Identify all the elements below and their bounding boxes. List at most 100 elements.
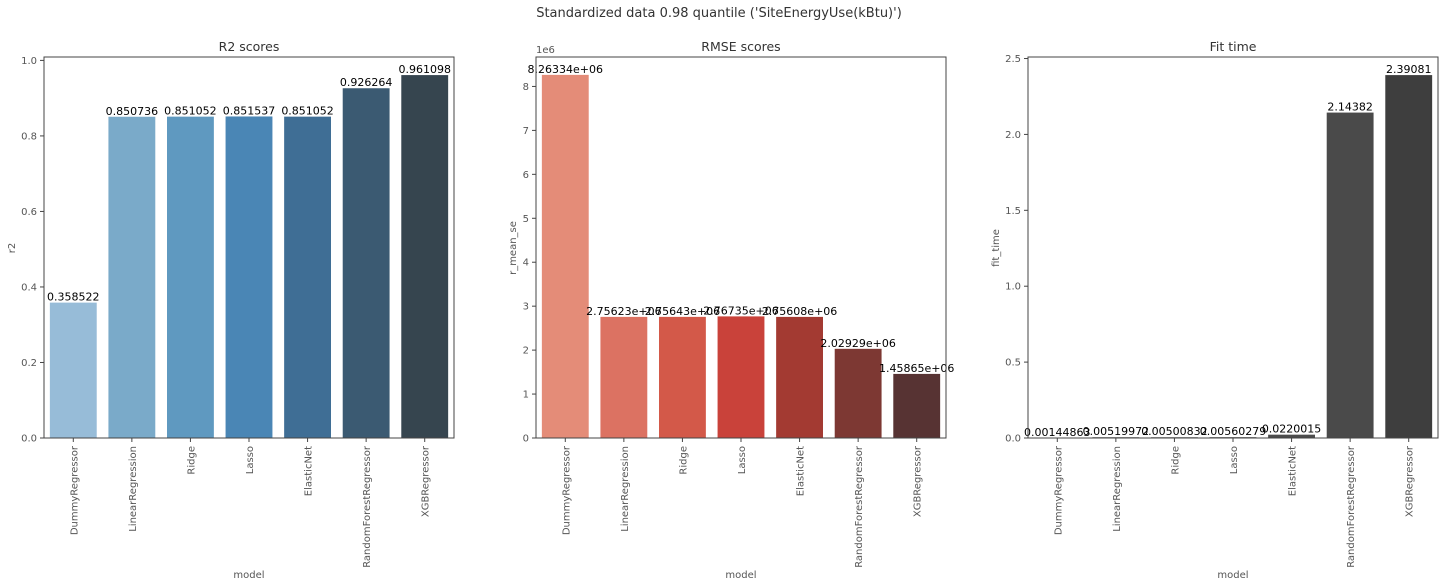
rmse-chart-y-tick-label: 1 (523, 390, 529, 401)
rmse-chart-y-tick-label: 4 (523, 258, 529, 269)
fit-time-chart-data-label: 2.39081 (1386, 63, 1432, 76)
r2-chart-bar (167, 116, 214, 438)
r2-chart: R2 scores model r2 0.358522 DummyRegresso… (7, 39, 455, 581)
r2-chart-xlabel: model (233, 570, 264, 581)
r2-chart-y-tick-label: 0.6 (21, 207, 37, 218)
rmse-chart-x-tick-label: Lasso (737, 446, 748, 474)
fit-time-chart-data-label: 2.14382 (1327, 101, 1373, 114)
r2-chart-x-tick-label: ElasticNet (304, 446, 315, 496)
r2-chart-x-tick-label: LinearRegression (128, 446, 139, 532)
rmse-chart-xlabel: model (725, 570, 756, 581)
rmse-chart-y-tick-label: 6 (523, 170, 529, 181)
r2-chart-plot: 0.358522 DummyRegressor 0.850736 LinearRegr… (21, 56, 455, 568)
r2-chart-frame (43, 56, 455, 439)
fit-time-chart-x-tick-label: LinearRegression (1112, 446, 1123, 532)
rmse-chart-x-tick-label: RandomForestRegressor (854, 445, 865, 568)
fit-time-chart-bar (1385, 75, 1433, 438)
fit-time-chart-data-label: 0.00144863 (1024, 426, 1090, 439)
fit-time-chart-y-tick-label: 1.5 (1005, 206, 1021, 217)
r2-chart-y-tick-label: 0.8 (21, 131, 37, 142)
rmse-chart-bar (893, 373, 941, 438)
fit-time-chart-y-tick-label: 0.0 (1005, 434, 1021, 445)
fit-time-chart-x-tick-label: XGBRegressor (1405, 445, 1416, 517)
rmse-chart-x-tick-label: ElasticNet (796, 446, 807, 496)
fit-time-chart-x-tick-label: ElasticNet (1288, 446, 1299, 496)
rmse-chart-y-tick-label: 8 (523, 82, 529, 93)
rmse-chart-bar (600, 316, 648, 438)
rmse-chart-data-label: 2.75608e+06 (762, 305, 837, 318)
fit-time-chart-data-label: 0.00519972 (1083, 425, 1149, 438)
fit-time-chart-frame (1027, 56, 1439, 439)
rmse-chart-title: RMSE scores (701, 39, 780, 54)
rmse-chart-bar (541, 74, 589, 439)
rmse-chart-data-label: 2.75643e+06 (645, 305, 720, 318)
fit-time-chart-data-label: 0.0220015 (1262, 423, 1322, 436)
rmse-chart-frame (535, 56, 947, 439)
fit-time-chart-y-tick-label: 2.0 (1005, 130, 1021, 141)
fit-time-chart-data-label: 0.00560279 (1200, 425, 1266, 438)
rmse-chart-ylabel: r_mean_se (508, 221, 519, 275)
r2-chart-data-label: 0.851537 (223, 104, 276, 117)
rmse-chart-bar (717, 316, 765, 438)
r2-chart-x-tick-label: Lasso (245, 446, 256, 474)
r2-chart-x-tick-label: Ridge (186, 446, 197, 475)
rmse-chart-bar (659, 316, 706, 438)
r2-chart-y-tick-label: 0.0 (21, 434, 37, 445)
r2-chart-bar (342, 88, 390, 439)
r2-chart-bar (225, 116, 273, 439)
r2-chart-data-label: 0.961098 (398, 63, 451, 76)
r2-chart-bar (401, 75, 449, 438)
r2-chart-bar (49, 302, 97, 438)
fit-time-chart-bar (1268, 434, 1315, 438)
fit-time-chart-y-tick-label: 2.5 (1005, 54, 1021, 65)
r2-chart-data-label: 0.850736 (106, 105, 159, 118)
rmse-chart-y-tick-label: 5 (523, 214, 529, 225)
rmse-chart-data-label: 2.02929e+06 (820, 337, 895, 350)
rmse-chart-data-label: 2.75623e+06 (586, 305, 661, 318)
r2-chart-y-tick-label: 0.2 (21, 358, 37, 369)
fit-time-chart-title: Fit time (1210, 39, 1257, 54)
rmse-chart-offset-label: 1e6 (536, 45, 555, 56)
rmse-chart: RMSE scores model r_mean_se 1e6 8.26334e… (508, 39, 954, 581)
rmse-chart-y-tick-label: 2 (523, 346, 529, 357)
rmse-chart-data-label: 1.45865e+06 (879, 362, 954, 375)
fit-time-chart-ylabel: fit_time (991, 229, 1002, 267)
fit-time-chart-x-tick-label: DummyRegressor (1053, 445, 1064, 535)
rmse-chart-y-tick-label: 7 (523, 126, 529, 137)
rmse-chart-x-tick-label: XGBRegressor (913, 445, 924, 517)
fit-time-chart-x-tick-label: Lasso (1229, 446, 1240, 474)
rmse-chart-x-tick-label: LinearRegression (620, 446, 631, 532)
fit-time-chart-xlabel: model (1217, 570, 1248, 581)
rmse-chart-bar (776, 316, 823, 438)
rmse-chart-x-tick-label: Ridge (678, 446, 689, 475)
rmse-chart-data-label: 8.26334e+06 (528, 63, 603, 76)
fit-time-chart-y-tick-label: 1.0 (1005, 282, 1021, 293)
r2-chart-data-label: 0.926264 (340, 76, 393, 89)
r2-chart-x-tick-label: RandomForestRegressor (362, 445, 373, 568)
r2-chart-data-label: 0.358522 (47, 291, 100, 304)
fit-time-chart-bar (1326, 112, 1374, 438)
rmse-chart-plot: 8.26334e+06 DummyRegressor 2.75623e+06 Line… (523, 56, 954, 568)
r2-chart-y-tick-label: 1.0 (21, 56, 37, 67)
fit-time-chart-data-label: 0.00500832 (1141, 425, 1207, 438)
rmse-chart-y-tick-label: 0 (523, 434, 529, 445)
r2-chart-x-tick-label: DummyRegressor (69, 445, 80, 535)
r2-chart-bar (108, 116, 156, 438)
fit-time-chart-plot: 0.00144863 DummyRegressor 0.00519972 Linear… (1005, 54, 1439, 568)
r2-chart-bar (284, 116, 331, 438)
fit-time-chart-y-tick-label: 0.5 (1005, 358, 1021, 369)
fit-time-chart-x-tick-label: RandomForestRegressor (1346, 445, 1357, 568)
r2-chart-data-label: 0.851052 (281, 105, 334, 118)
rmse-chart-data-label: 2.76735e+06 (703, 304, 778, 317)
r2-chart-data-label: 0.851052 (164, 105, 217, 118)
fit-time-chart-x-tick-label: Ridge (1170, 446, 1181, 475)
rmse-chart-y-tick-label: 3 (523, 302, 529, 313)
r2-chart-x-tick-label: XGBRegressor (421, 445, 432, 517)
r2-chart-ylabel: r2 (7, 243, 18, 253)
rmse-chart-bar (834, 348, 882, 438)
r2-chart-y-tick-label: 0.4 (21, 282, 37, 293)
figure-title: Standardized data 0.98 quantile ('SiteEn… (536, 6, 902, 21)
rmse-chart-x-tick-label: DummyRegressor (561, 445, 572, 535)
r2-chart-title: R2 scores (219, 39, 280, 54)
